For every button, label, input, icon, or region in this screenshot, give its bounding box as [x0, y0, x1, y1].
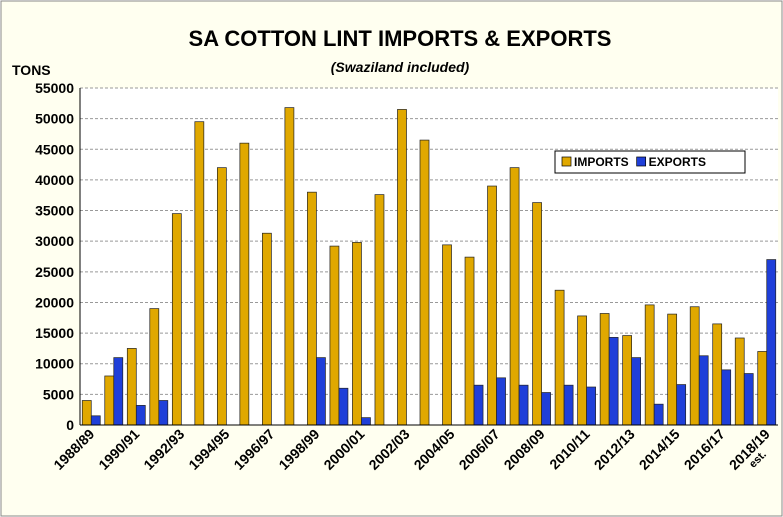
bar	[734, 337, 745, 426]
bar	[518, 384, 529, 426]
bar	[766, 259, 777, 426]
bar	[599, 313, 610, 426]
y-tick-label: 35000	[35, 203, 74, 219]
bar	[104, 375, 115, 426]
bar	[171, 213, 182, 426]
bar	[532, 202, 542, 426]
bar	[126, 348, 137, 426]
bar	[262, 232, 272, 426]
chart-title: SA COTTON LINT IMPORTS & EXPORTS	[189, 26, 612, 51]
bar	[149, 308, 160, 426]
bar	[721, 369, 732, 426]
y-tick-label: 25000	[35, 264, 74, 280]
bar	[689, 306, 700, 426]
bar	[622, 335, 632, 426]
y-tick-label: 0	[66, 417, 74, 433]
bar	[473, 384, 484, 426]
bar	[653, 403, 664, 426]
bar	[712, 323, 723, 426]
bar	[563, 384, 574, 426]
bar	[743, 373, 754, 426]
legend-label: EXPORTS	[649, 155, 706, 169]
y-tick-label: 30000	[35, 233, 74, 249]
bar	[81, 400, 92, 426]
bar	[509, 167, 520, 426]
y-tick-label: 20000	[35, 294, 74, 310]
bar	[194, 121, 205, 426]
bar	[397, 109, 407, 426]
y-tick-label: 15000	[35, 325, 74, 341]
bar	[239, 142, 250, 426]
y-tick-label: 40000	[35, 172, 74, 188]
bar	[464, 256, 475, 426]
bar	[496, 377, 506, 426]
bar	[487, 185, 497, 426]
bar	[541, 392, 551, 426]
bar	[419, 139, 430, 426]
bar	[90, 415, 101, 426]
bar	[631, 357, 642, 426]
bar	[113, 357, 124, 426]
bar	[329, 245, 340, 426]
y-tick-label: 55000	[35, 80, 74, 96]
bar	[586, 386, 596, 426]
chart-subtitle: (Swaziland included)	[331, 59, 470, 75]
bar	[676, 384, 687, 426]
legend-swatch	[561, 156, 572, 167]
y-tick-label: 5000	[43, 386, 74, 402]
bar	[316, 357, 326, 426]
bar	[338, 387, 349, 426]
bar	[698, 355, 709, 426]
bar	[577, 315, 587, 426]
y-axis-label: TONS	[12, 62, 51, 78]
y-tick-label: 45000	[35, 141, 74, 157]
bar	[644, 304, 655, 426]
legend-swatch	[636, 156, 647, 167]
bar	[554, 289, 565, 426]
legend-box	[554, 150, 746, 174]
legend-label: IMPORTS	[574, 155, 629, 169]
bar	[352, 242, 362, 426]
y-tick-label: 50000	[35, 111, 74, 127]
bar	[216, 167, 227, 426]
bar	[135, 405, 146, 426]
bar	[361, 417, 371, 426]
legend: IMPORTS EXPORTS	[554, 150, 746, 174]
bar	[158, 400, 169, 426]
bar	[284, 107, 295, 426]
y-tick-label: 10000	[35, 356, 74, 372]
bar	[757, 351, 768, 426]
bar	[442, 244, 452, 426]
bar	[307, 191, 317, 426]
bar	[667, 313, 678, 426]
bar	[608, 337, 619, 426]
bar	[374, 194, 385, 426]
